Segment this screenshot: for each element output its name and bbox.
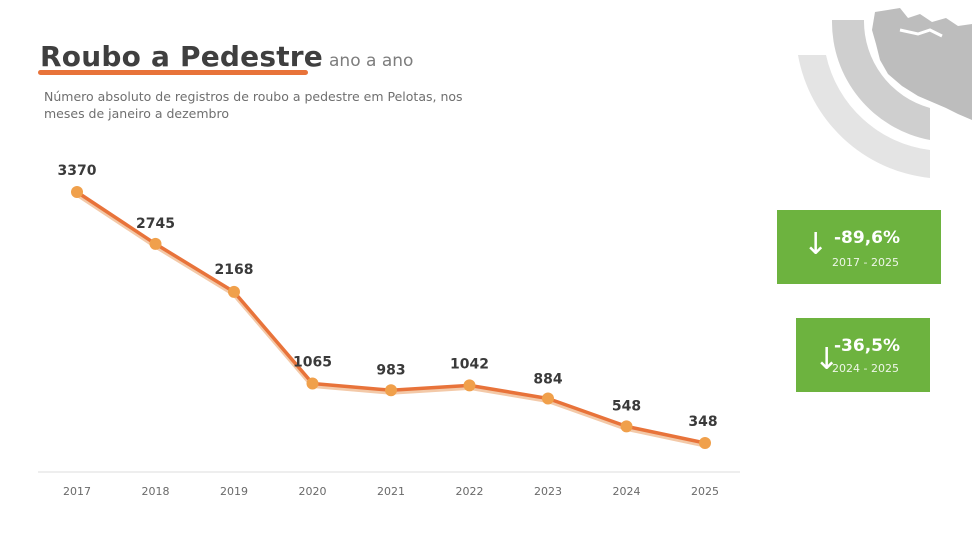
data-label: 548 xyxy=(612,398,641,414)
x-tick-label: 2019 xyxy=(220,485,248,498)
data-label: 2168 xyxy=(215,262,254,278)
state-map-icon xyxy=(798,8,972,178)
title-block: Roubo a Pedestre ano a ano xyxy=(40,40,560,73)
data-label: 3370 xyxy=(58,163,97,179)
x-tick-label: 2023 xyxy=(534,485,562,498)
data-point xyxy=(699,437,711,449)
data-point xyxy=(306,377,319,390)
data-point xyxy=(149,237,162,250)
data-point xyxy=(463,379,476,392)
stat-range: 2017 - 2025 xyxy=(832,256,899,269)
data-label: 983 xyxy=(376,362,405,378)
x-tick-label: 2018 xyxy=(142,485,170,498)
data-label-layer: 3370 2745 2168 1065 983 1042 884 548 348 xyxy=(58,163,718,430)
stat-value: -89,6% xyxy=(834,228,901,248)
marker-layer xyxy=(71,186,711,449)
stat-box-recent: ↓ -36,5% 2024 - 2025 xyxy=(796,318,930,392)
chart-title-suffix: ano a ano xyxy=(329,51,414,71)
x-tick-label: 2020 xyxy=(299,485,327,498)
data-point xyxy=(228,285,240,298)
chart-title: Roubo a Pedestre xyxy=(40,40,323,73)
stat-box-total: ↓ -89,6% 2017 - 2025 xyxy=(777,210,941,284)
x-tick-label: 2024 xyxy=(613,485,641,498)
x-tick-layer: 2017 2018 2019 2020 2021 2022 2023 2024 2025 xyxy=(63,485,719,498)
data-point xyxy=(385,384,397,397)
data-point xyxy=(542,392,554,405)
data-label: 348 xyxy=(688,414,717,430)
x-tick-label: 2025 xyxy=(691,485,719,498)
data-label: 1042 xyxy=(450,356,489,372)
stat-range: 2024 - 2025 xyxy=(832,362,899,375)
x-tick-label: 2021 xyxy=(377,485,405,498)
map-shape xyxy=(872,8,972,120)
chart-subtitle: Número absoluto de registros de roubo a … xyxy=(44,89,463,121)
map-ring-outer xyxy=(798,55,930,178)
arrow-down-icon: ↓ xyxy=(803,227,829,262)
title-underline xyxy=(38,70,308,75)
data-label: 1065 xyxy=(293,354,332,370)
arrow-down-icon: ↓ xyxy=(814,342,840,377)
data-point xyxy=(620,420,633,433)
map-border-line xyxy=(899,28,943,38)
data-point xyxy=(71,186,83,198)
data-label: 884 xyxy=(533,371,562,387)
stat-value: -36,5% xyxy=(834,336,901,356)
x-tick-label: 2017 xyxy=(63,485,91,498)
x-tick-label: 2022 xyxy=(456,485,484,498)
data-label: 2745 xyxy=(136,216,175,232)
map-ring-inner xyxy=(831,20,930,140)
